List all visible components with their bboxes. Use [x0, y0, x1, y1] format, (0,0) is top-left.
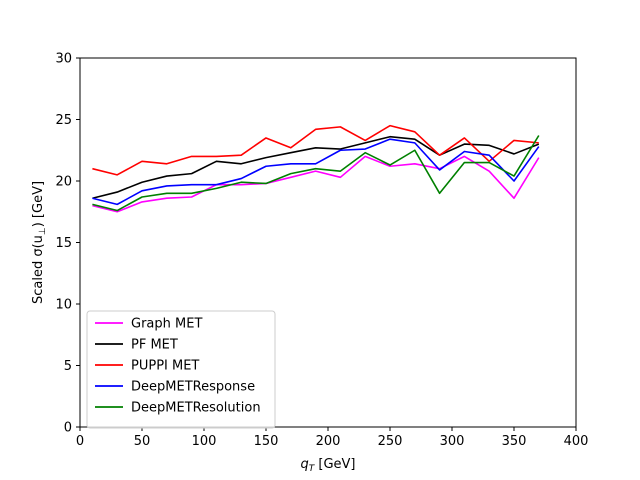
x-tick-label: 250: [378, 434, 403, 449]
x-tick-label: 0: [76, 434, 84, 449]
y-tick-label: 20: [55, 175, 72, 190]
legend-label-1: PF MET: [131, 338, 178, 353]
x-tick-label: 200: [316, 434, 341, 449]
legend-label-0: Graph MET: [131, 317, 202, 332]
legend-label-3: DeepMETResponse: [131, 380, 255, 395]
legend-box: [86, 310, 276, 429]
y-tick-label: 25: [55, 113, 72, 128]
series-line-2: [92, 124, 539, 176]
x-tick-label: 100: [192, 434, 217, 449]
series-line-1: [92, 135, 540, 199]
y-tick-label: 15: [55, 236, 72, 251]
y-tick-label: 10: [55, 298, 72, 313]
x-tick-label: 300: [440, 434, 465, 449]
series-layer: [92, 124, 540, 213]
series-line-0: [92, 155, 540, 213]
x-tick-label: 400: [564, 434, 589, 449]
x-tick-label: 50: [134, 434, 151, 449]
legend-label-2: PUPPI MET: [131, 359, 199, 374]
x-tick-label: 350: [502, 434, 527, 449]
legend: Graph MET PF MET PUPPI MET DeepMETResponse D…: [86, 310, 276, 429]
series-line-4: [92, 135, 540, 212]
x-axis-label: qT [GeV]: [300, 457, 355, 474]
y-tick-label: 5: [64, 359, 72, 374]
y-tick-label: 30: [55, 52, 72, 67]
y-axis-label: Scaled σ(u⊥) [GeV]: [31, 181, 48, 304]
axis-ticks: 0 50 100 150 200 250 300 350 400 0 5 10 15 20 25 30: [55, 52, 588, 450]
y-tick-label: 0: [64, 421, 72, 436]
legend-label-4: DeepMETResolution: [131, 401, 261, 416]
series-line-3: [92, 138, 540, 206]
x-tick-label: 150: [254, 434, 279, 449]
